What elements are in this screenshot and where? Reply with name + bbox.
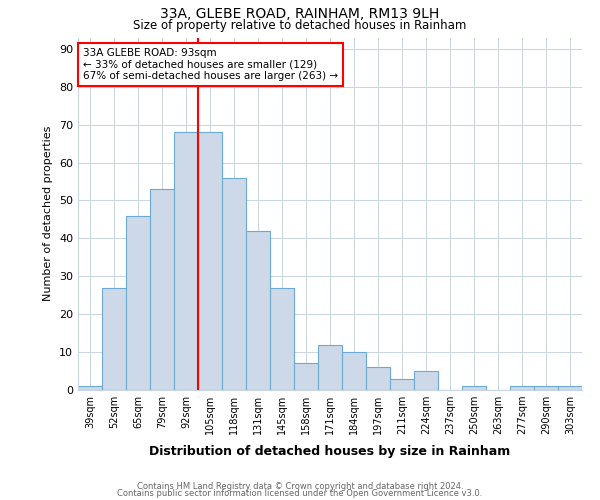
Text: Contains public sector information licensed under the Open Government Licence v3: Contains public sector information licen… — [118, 490, 482, 498]
Bar — [102, 288, 126, 390]
Bar — [318, 344, 342, 390]
Bar — [414, 371, 438, 390]
Text: Size of property relative to detached houses in Rainham: Size of property relative to detached ho… — [133, 18, 467, 32]
Bar — [366, 368, 390, 390]
Bar — [558, 386, 582, 390]
Text: Contains HM Land Registry data © Crown copyright and database right 2024.: Contains HM Land Registry data © Crown c… — [137, 482, 463, 491]
Bar — [78, 386, 102, 390]
Bar — [390, 378, 414, 390]
Bar — [534, 386, 558, 390]
Bar — [222, 178, 246, 390]
Bar — [126, 216, 150, 390]
Bar — [174, 132, 198, 390]
Text: 33A GLEBE ROAD: 93sqm
← 33% of detached houses are smaller (129)
67% of semi-det: 33A GLEBE ROAD: 93sqm ← 33% of detached … — [83, 48, 338, 82]
Text: 33A, GLEBE ROAD, RAINHAM, RM13 9LH: 33A, GLEBE ROAD, RAINHAM, RM13 9LH — [160, 8, 440, 22]
Bar — [198, 132, 222, 390]
Y-axis label: Number of detached properties: Number of detached properties — [43, 126, 53, 302]
Bar — [294, 364, 318, 390]
Bar — [150, 189, 174, 390]
Bar — [342, 352, 366, 390]
Bar — [510, 386, 534, 390]
Bar — [462, 386, 486, 390]
X-axis label: Distribution of detached houses by size in Rainham: Distribution of detached houses by size … — [149, 446, 511, 458]
Bar — [246, 231, 270, 390]
Bar — [270, 288, 294, 390]
